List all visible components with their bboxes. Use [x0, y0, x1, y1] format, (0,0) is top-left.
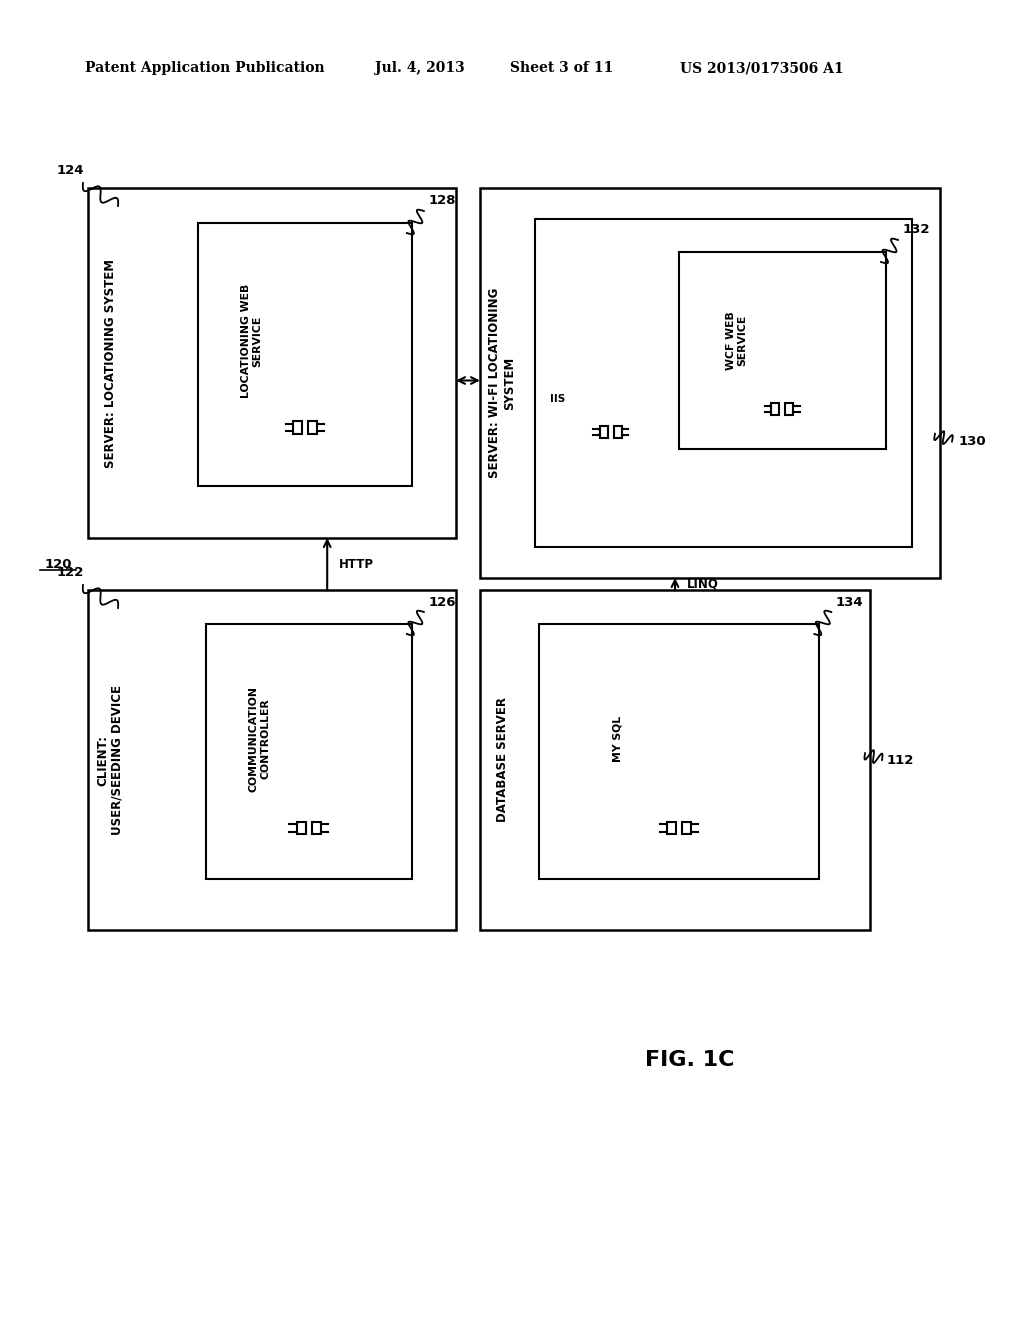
- Text: CLIENT:
USER/SEEDING DEVICE: CLIENT: USER/SEEDING DEVICE: [96, 685, 124, 836]
- Bar: [771, 404, 779, 414]
- Text: 126: 126: [428, 595, 456, 609]
- Text: DATABASE SERVER: DATABASE SERVER: [496, 697, 509, 822]
- Text: LINQ: LINQ: [687, 578, 719, 590]
- Text: 120: 120: [44, 557, 72, 570]
- Bar: [297, 821, 305, 834]
- Bar: [679, 252, 886, 449]
- Text: 124: 124: [56, 164, 84, 177]
- Bar: [88, 590, 456, 931]
- Bar: [480, 590, 870, 931]
- Bar: [206, 624, 412, 879]
- Bar: [293, 421, 302, 434]
- Bar: [312, 821, 321, 834]
- Text: FIG. 1C: FIG. 1C: [645, 1049, 735, 1071]
- Bar: [785, 404, 794, 414]
- Text: 132: 132: [902, 223, 930, 236]
- Bar: [536, 219, 912, 546]
- Bar: [600, 426, 608, 438]
- Text: 122: 122: [56, 565, 84, 578]
- Text: 112: 112: [887, 754, 913, 767]
- Text: COMMUNICATION
CONTROLLER: COMMUNICATION CONTROLLER: [249, 686, 270, 792]
- Text: Sheet 3 of 11: Sheet 3 of 11: [510, 61, 613, 75]
- Text: US 2013/0173506 A1: US 2013/0173506 A1: [680, 61, 844, 75]
- Text: 128: 128: [428, 194, 456, 207]
- Text: 134: 134: [836, 595, 863, 609]
- Text: SERVER: WI-FI LOCATIONING
SYSTEM: SERVER: WI-FI LOCATIONING SYSTEM: [488, 288, 516, 478]
- Bar: [613, 426, 622, 438]
- Bar: [88, 187, 456, 539]
- Text: WCF WEB
SERVICE: WCF WEB SERVICE: [726, 312, 748, 370]
- Bar: [480, 187, 940, 578]
- Text: SERVER: LOCATIONING SYSTEM: SERVER: LOCATIONING SYSTEM: [103, 259, 117, 467]
- Bar: [308, 421, 317, 434]
- Text: Jul. 4, 2013: Jul. 4, 2013: [375, 61, 465, 75]
- Text: LOCATIONING WEB
SERVICE: LOCATIONING WEB SERVICE: [241, 284, 262, 399]
- Text: IIS: IIS: [550, 395, 565, 404]
- Text: 130: 130: [958, 436, 986, 447]
- Text: HTTP: HTTP: [339, 557, 374, 570]
- Bar: [667, 821, 676, 834]
- Bar: [199, 223, 412, 486]
- Bar: [539, 624, 819, 879]
- Text: Patent Application Publication: Patent Application Publication: [85, 61, 325, 75]
- Text: MY SQL: MY SQL: [612, 715, 623, 762]
- Bar: [682, 821, 691, 834]
